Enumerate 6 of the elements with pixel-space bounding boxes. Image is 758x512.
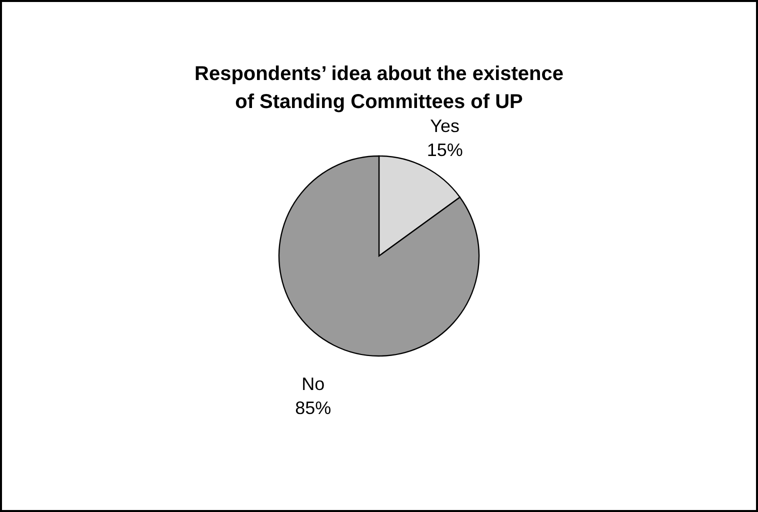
- chart-title: Respondents’ idea about the existence of Standing Committees of UP: [194, 63, 564, 113]
- pie-slice: [278, 155, 480, 357]
- data-label: 15%: [426, 140, 463, 160]
- slice-label: Yes: [430, 116, 460, 136]
- data-label: 85%: [295, 398, 332, 418]
- slice-label: No: [302, 374, 325, 394]
